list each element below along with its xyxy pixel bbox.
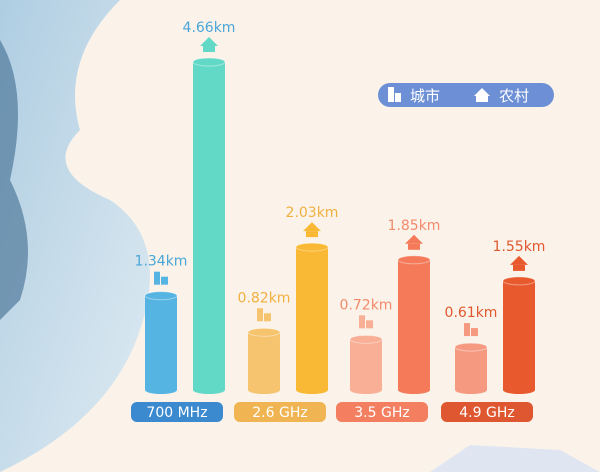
rural-house-icon xyxy=(513,264,525,271)
rural-house-icon xyxy=(405,234,423,244)
bar-base xyxy=(193,386,225,394)
bar-base xyxy=(248,386,280,394)
data-label: 1.85km xyxy=(388,218,441,234)
rural-house-icon xyxy=(474,88,490,102)
bar xyxy=(350,339,382,390)
category-label-background xyxy=(131,402,223,422)
bar-cap xyxy=(144,291,178,301)
category-label: 4.9 GHz xyxy=(459,405,514,421)
data-label: 1.34km xyxy=(135,254,188,270)
city-buildings-icon xyxy=(161,276,168,285)
bar-base xyxy=(145,386,177,394)
data-label: 0.61km xyxy=(445,305,498,321)
bar xyxy=(193,62,225,390)
bar-cap xyxy=(295,242,329,252)
bar-cap xyxy=(349,334,383,344)
rural-house-icon xyxy=(306,231,318,238)
city-buildings-icon xyxy=(154,271,160,285)
city-buildings-icon xyxy=(264,313,271,322)
legend-background xyxy=(378,83,554,107)
bar-base xyxy=(398,386,430,394)
bar xyxy=(296,247,328,390)
rural-house-icon xyxy=(200,37,218,46)
bar-cap xyxy=(192,57,226,67)
city-buildings-icon xyxy=(471,328,478,337)
data-label: 0.82km xyxy=(238,290,291,306)
legend-label-rural: 农村 xyxy=(499,87,529,105)
data-label: 4.66km xyxy=(183,20,236,36)
bar-base xyxy=(503,386,535,394)
bar-cap xyxy=(397,255,431,265)
category-label-background xyxy=(441,402,533,422)
legend: 城市 农村 xyxy=(378,83,554,107)
category-label: 700 MHz xyxy=(146,405,207,421)
city-buildings-icon xyxy=(366,320,373,329)
bar xyxy=(503,280,535,390)
category-label: 3.5 GHz xyxy=(354,405,409,421)
category-label: 2.6 GHz xyxy=(252,405,307,421)
bar-cap xyxy=(247,327,281,337)
rural-house-icon xyxy=(510,255,528,265)
city-buildings-icon xyxy=(359,315,365,329)
category-label-background xyxy=(234,402,326,422)
data-label: 1.55km xyxy=(493,239,546,255)
rural-house-icon xyxy=(303,222,321,232)
bar xyxy=(455,347,487,390)
bar-base xyxy=(350,386,382,394)
legend-label-city: 城市 xyxy=(410,87,440,105)
data-label: 2.03km xyxy=(286,205,339,221)
bar-cap xyxy=(502,276,536,286)
bar-base xyxy=(455,386,487,394)
bar-base xyxy=(296,386,328,394)
bar xyxy=(248,332,280,390)
bar xyxy=(145,295,177,390)
category-label-background xyxy=(336,402,428,422)
city-buildings-icon xyxy=(257,308,263,322)
rural-house-icon xyxy=(408,243,420,250)
city-buildings-icon xyxy=(464,323,470,337)
bar-cap xyxy=(454,342,488,352)
city-buildings-icon xyxy=(388,87,401,102)
data-label: 0.72km xyxy=(340,297,393,313)
rural-house-icon xyxy=(203,46,215,52)
bar xyxy=(398,259,430,390)
